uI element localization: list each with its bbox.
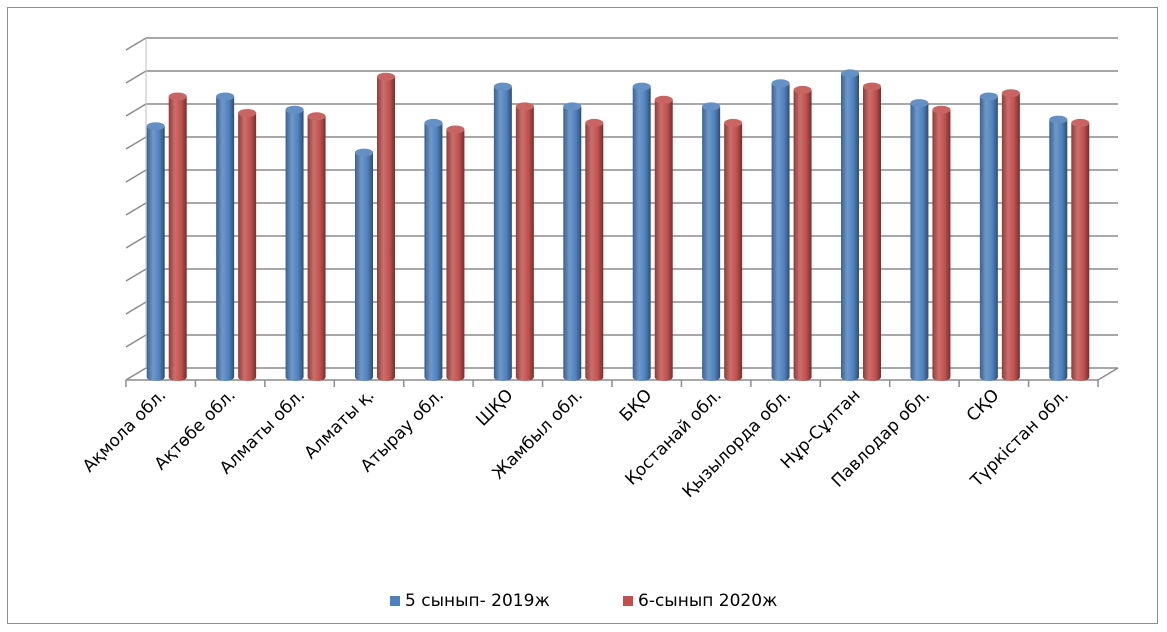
bar-2020-6 (585, 122, 604, 382)
bar-2019-6 (563, 106, 582, 382)
gridline-depth (125, 235, 147, 249)
bar-top-2020-8 (724, 118, 743, 127)
bar-top-2020-11 (932, 105, 951, 114)
bar-2019-2 (285, 109, 304, 381)
x-tick-label: БҚО (616, 385, 656, 425)
bar-top-2020-2 (307, 112, 326, 121)
bar-top-2019-2 (285, 105, 304, 114)
gridline-depth (125, 268, 147, 282)
bar-top-2020-1 (238, 109, 257, 117)
bar-2019-10 (841, 73, 859, 382)
bar-top-2019-11 (910, 99, 929, 108)
bar-top-2019-5 (493, 82, 512, 91)
bar-2019-0 (146, 126, 165, 381)
bar-2019-5 (493, 86, 512, 381)
bar-2020-2 (307, 116, 326, 382)
bar-top-2020-0 (168, 92, 187, 101)
bar-top-2020-3 (377, 72, 395, 81)
bar-top-2019-9 (771, 79, 790, 88)
legend-label: 5 сынып- 2019ж (405, 591, 550, 611)
legend-swatch (623, 596, 633, 606)
chart-frame (7, 7, 1158, 624)
bar-top-2020-4 (446, 125, 465, 134)
gridline-depth (125, 169, 147, 183)
bar-2020-10 (863, 86, 881, 381)
bar-top-2020-7 (654, 95, 673, 104)
x-tick-label: СҚО (963, 385, 1004, 426)
bar-top-2020-5 (515, 102, 534, 111)
gridline-depth (125, 136, 147, 150)
bar-2019-8 (702, 106, 721, 382)
gridline-depth (125, 301, 147, 315)
gridline-depth (125, 202, 147, 216)
gridline-depth (125, 103, 147, 117)
bar-top-2019-8 (702, 102, 721, 111)
bar-2020-11 (932, 109, 951, 381)
bar-2019-7 (632, 86, 651, 381)
bar-2019-11 (910, 103, 929, 381)
bar-top-2019-0 (146, 122, 165, 131)
bar-2019-13 (1049, 119, 1068, 381)
bar-top-2020-9 (793, 85, 812, 94)
gridline-depth (125, 70, 147, 84)
bar-2019-9 (771, 83, 790, 382)
bar-2020-8 (724, 122, 743, 382)
bar-top-2019-12 (979, 92, 998, 101)
floor-edge (1097, 367, 1119, 381)
bar-2020-4 (446, 129, 465, 381)
bar-2020-7 (654, 99, 673, 382)
bar-2020-0 (168, 96, 187, 381)
bar-2020-9 (793, 89, 812, 382)
bar-2020-1 (238, 113, 257, 381)
legend-swatch (390, 596, 400, 606)
bar-2019-12 (979, 96, 998, 381)
bar-2020-5 (515, 106, 534, 382)
bar-2020-3 (377, 76, 395, 381)
bar-top-2019-10 (841, 69, 859, 78)
bar-top-2020-10 (863, 82, 881, 91)
bar-top-2019-13 (1049, 115, 1068, 124)
bar-2020-13 (1071, 122, 1090, 382)
bar-2019-3 (355, 152, 373, 381)
legend-label: 6-сынып 2020ж (638, 591, 777, 611)
bar-top-2020-12 (1001, 89, 1020, 98)
bar-2020-12 (1001, 93, 1020, 381)
bar-top-2019-3 (355, 148, 373, 157)
x-tick-label: ШҚО (472, 385, 517, 430)
bar-top-2020-6 (585, 118, 604, 127)
bar-2019-1 (216, 96, 235, 381)
bar-top-2020-13 (1071, 118, 1090, 127)
bar-top-2019-7 (632, 82, 651, 91)
gridline-depth (125, 334, 147, 348)
bar-top-2019-1 (216, 92, 235, 101)
bar-2019-4 (424, 122, 443, 382)
gridline-depth (125, 367, 147, 381)
gridline-depth (125, 37, 147, 51)
bar-top-2019-4 (424, 118, 443, 127)
bar-top-2019-6 (563, 102, 582, 111)
